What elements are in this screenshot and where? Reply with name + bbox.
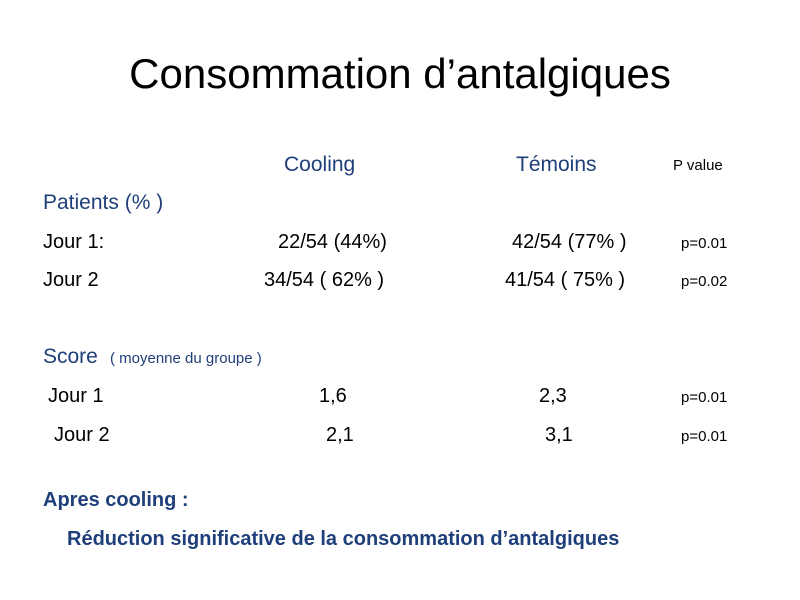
section-patients-label: Patients (% ) xyxy=(43,191,164,214)
patients-row1-label: Jour 1: xyxy=(43,231,105,253)
score-row1-temoins: 2,3 xyxy=(539,385,567,407)
patients-row2-temoins: 41/54 ( 75% ) xyxy=(505,269,626,291)
conclusion-text: Réduction significative de la consommati… xyxy=(67,528,620,550)
patients-row1-temoins: 42/54 (77% ) xyxy=(512,231,627,253)
header-temoins: Témoins xyxy=(516,153,597,176)
score-row1-cooling: 1,6 xyxy=(319,385,347,407)
patients-row2-label: Jour 2 xyxy=(43,269,99,291)
score-row1-pvalue: p=0.01 xyxy=(681,389,728,406)
patients-row1-pvalue: p=0.01 xyxy=(681,235,728,252)
score-row2-cooling: 2,1 xyxy=(326,424,354,446)
score-row2-pvalue: p=0.01 xyxy=(681,428,728,445)
patients-row1-cooling: 22/54 (44%) xyxy=(278,231,387,253)
patients-row2-pvalue: p=0.02 xyxy=(681,273,728,290)
section-score-label: Score xyxy=(43,345,98,368)
conclusion-heading: Apres cooling : xyxy=(43,489,189,511)
header-pvalue: P value xyxy=(673,157,723,174)
score-row2-temoins: 3,1 xyxy=(545,424,573,446)
score-row1-label: Jour 1 xyxy=(48,385,104,407)
section-score-sublabel: ( moyenne du groupe ) xyxy=(110,350,262,367)
patients-row2-cooling: 34/54 ( 62% ) xyxy=(264,269,385,291)
slide-title: Consommation d’antalgiques xyxy=(129,50,671,97)
header-cooling: Cooling xyxy=(284,153,356,176)
score-row2-label: Jour 2 xyxy=(54,424,110,446)
